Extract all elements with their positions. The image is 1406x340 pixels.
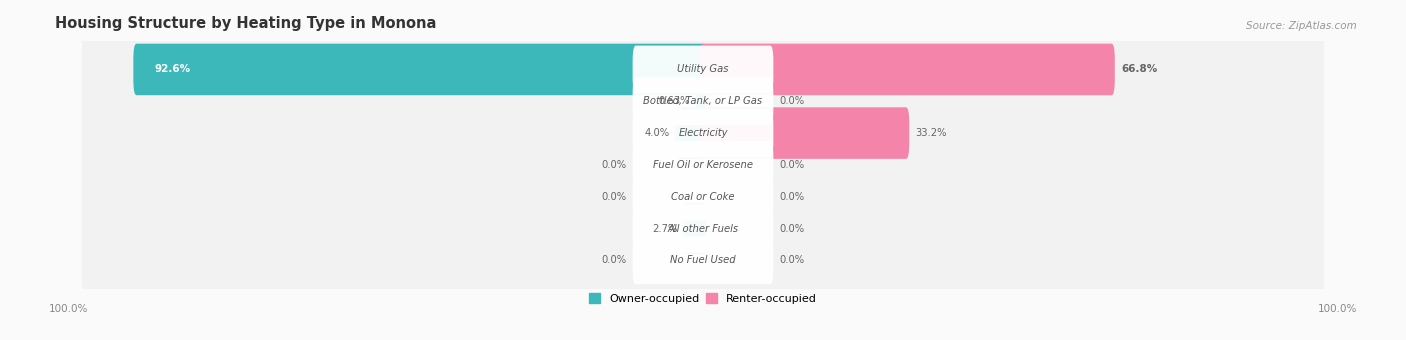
- FancyBboxPatch shape: [82, 134, 1324, 259]
- Text: 92.6%: 92.6%: [155, 65, 191, 74]
- Text: Electricity: Electricity: [678, 128, 728, 138]
- Text: 2.7%: 2.7%: [652, 223, 678, 234]
- FancyBboxPatch shape: [683, 203, 706, 254]
- Text: 0.0%: 0.0%: [779, 96, 804, 106]
- FancyBboxPatch shape: [633, 237, 773, 284]
- FancyBboxPatch shape: [675, 107, 706, 159]
- Text: 0.0%: 0.0%: [779, 192, 804, 202]
- Text: Utility Gas: Utility Gas: [678, 65, 728, 74]
- Text: Housing Structure by Heating Type in Monona: Housing Structure by Heating Type in Mon…: [55, 16, 437, 31]
- Text: 66.8%: 66.8%: [1121, 65, 1157, 74]
- Text: 0.0%: 0.0%: [779, 160, 804, 170]
- Text: 0.0%: 0.0%: [779, 223, 804, 234]
- Text: 100.0%: 100.0%: [1317, 304, 1357, 314]
- Text: Bottled, Tank, or LP Gas: Bottled, Tank, or LP Gas: [644, 96, 762, 106]
- Text: 0.0%: 0.0%: [602, 160, 627, 170]
- Text: 33.2%: 33.2%: [915, 128, 946, 138]
- Legend: Owner-occupied, Renter-occupied: Owner-occupied, Renter-occupied: [585, 289, 821, 308]
- FancyBboxPatch shape: [696, 75, 706, 127]
- Text: 4.0%: 4.0%: [644, 128, 669, 138]
- FancyBboxPatch shape: [134, 44, 706, 95]
- Text: All other Fuels: All other Fuels: [668, 223, 738, 234]
- Text: 0.63%: 0.63%: [658, 96, 690, 106]
- Text: 100.0%: 100.0%: [49, 304, 89, 314]
- Text: Fuel Oil or Kerosene: Fuel Oil or Kerosene: [652, 160, 754, 170]
- Text: 0.0%: 0.0%: [779, 255, 804, 265]
- Text: Source: ZipAtlas.com: Source: ZipAtlas.com: [1247, 21, 1357, 31]
- FancyBboxPatch shape: [82, 166, 1324, 291]
- Text: 0.0%: 0.0%: [602, 255, 627, 265]
- Text: Coal or Coke: Coal or Coke: [671, 192, 735, 202]
- FancyBboxPatch shape: [700, 107, 910, 159]
- FancyBboxPatch shape: [633, 78, 773, 125]
- FancyBboxPatch shape: [633, 46, 773, 93]
- FancyBboxPatch shape: [633, 205, 773, 252]
- FancyBboxPatch shape: [633, 173, 773, 221]
- FancyBboxPatch shape: [700, 44, 1115, 95]
- FancyBboxPatch shape: [82, 103, 1324, 227]
- FancyBboxPatch shape: [633, 141, 773, 189]
- Text: No Fuel Used: No Fuel Used: [671, 255, 735, 265]
- FancyBboxPatch shape: [82, 39, 1324, 164]
- FancyBboxPatch shape: [82, 7, 1324, 132]
- FancyBboxPatch shape: [82, 71, 1324, 196]
- FancyBboxPatch shape: [82, 198, 1324, 323]
- FancyBboxPatch shape: [633, 109, 773, 157]
- Text: 0.0%: 0.0%: [602, 192, 627, 202]
